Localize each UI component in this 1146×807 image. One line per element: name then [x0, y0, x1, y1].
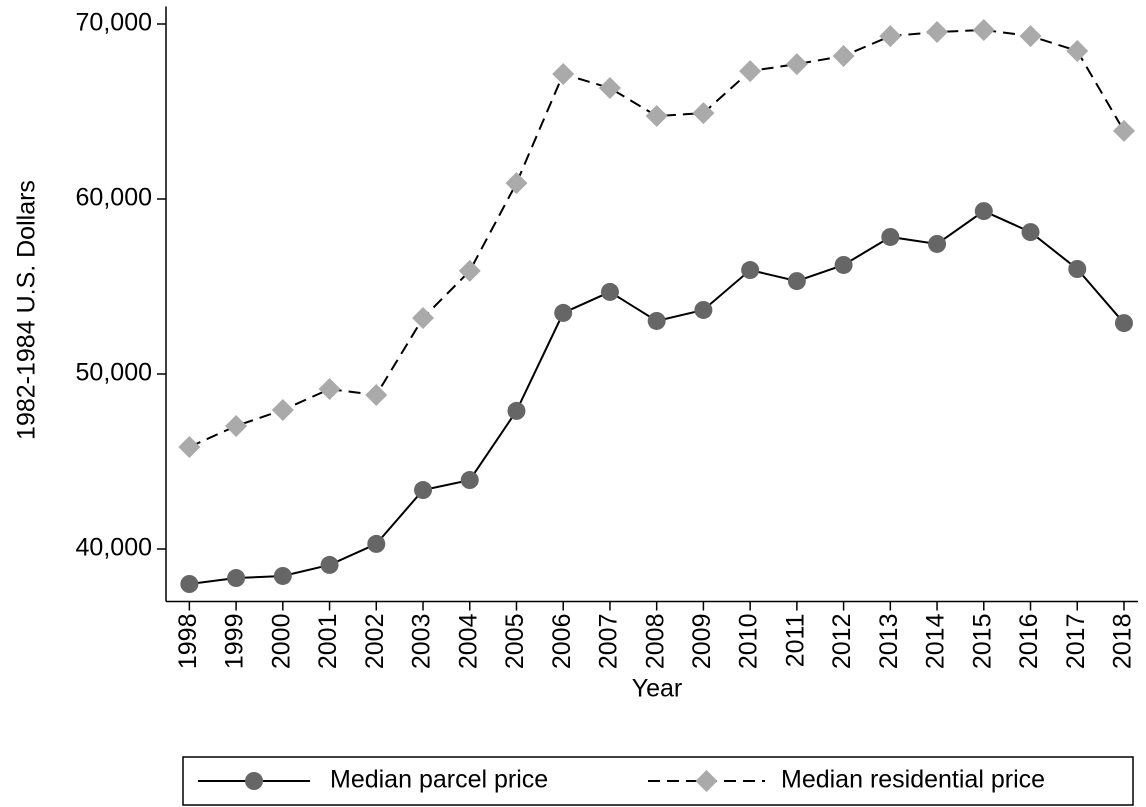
- data-point: [458, 259, 481, 282]
- x-tick-label: 1998: [174, 614, 202, 670]
- data-point: [692, 102, 715, 125]
- x-tick-label: 2009: [688, 614, 716, 670]
- x-tick-label: 2001: [314, 614, 342, 670]
- data-point: [412, 307, 435, 329]
- data-point: [1021, 223, 1040, 242]
- data-point: [694, 300, 713, 319]
- legend-box: [182, 756, 1134, 806]
- data-point: [227, 569, 246, 588]
- data-point: [739, 60, 762, 83]
- data-point: [180, 575, 199, 593]
- data-point: [879, 25, 902, 48]
- data-point: [741, 261, 760, 280]
- x-tick-label: 2014: [922, 613, 950, 669]
- data-point: [881, 227, 900, 246]
- x-tick-label: 2004: [454, 613, 482, 669]
- x-tick-label: 2005: [501, 614, 529, 670]
- y-tick-label: 60,000: [76, 184, 152, 212]
- data-point: [271, 399, 294, 422]
- legend-marker: [245, 772, 263, 790]
- data-point: [552, 63, 575, 86]
- legend-marker: [695, 770, 718, 792]
- data-point: [785, 53, 808, 76]
- data-point: [460, 471, 479, 490]
- data-point: [1114, 314, 1133, 333]
- data-point: [598, 77, 621, 100]
- x-tick-label: 2013: [875, 614, 903, 670]
- data-point: [647, 311, 666, 330]
- data-point: [318, 378, 341, 401]
- x-tick-label: 2007: [595, 614, 623, 670]
- data-point: [974, 202, 993, 221]
- data-point: [645, 105, 668, 128]
- data-point: [507, 401, 526, 420]
- data-point: [1068, 260, 1087, 278]
- y-tick-label: 70,000: [76, 9, 152, 37]
- x-tick-label: 2010: [735, 614, 763, 670]
- x-tick-label: 2011: [781, 614, 809, 668]
- data-point: [554, 303, 573, 322]
- data-point: [273, 566, 292, 585]
- data-point: [367, 534, 386, 553]
- data-point: [834, 255, 853, 274]
- data-point: [225, 414, 248, 437]
- x-tick-label: 2016: [1015, 614, 1043, 670]
- x-tick-label: 1999: [221, 614, 249, 670]
- data-point: [1112, 119, 1135, 142]
- data-point: [928, 234, 947, 253]
- data-point: [926, 21, 949, 44]
- legend-label: Median parcel price: [330, 766, 548, 794]
- y-axis-label: 1982-1984 U.S. Dollars: [13, 180, 41, 440]
- x-tick-label: 2012: [828, 614, 856, 670]
- data-point: [787, 272, 806, 291]
- data-point: [320, 555, 339, 574]
- x-tick-label: 2002: [361, 614, 389, 670]
- data-point: [832, 45, 855, 68]
- x-tick-label: 2008: [641, 614, 669, 670]
- legend-label: Median residential price: [781, 766, 1045, 794]
- y-tick-label: 50,000: [76, 359, 152, 387]
- x-tick-label: 2003: [408, 614, 436, 670]
- x-tick-label: 2000: [267, 614, 295, 670]
- x-tick-label: 2017: [1062, 614, 1090, 670]
- x-tick-label: 2015: [968, 614, 996, 670]
- x-axis-label: Year: [632, 675, 683, 703]
- data-point: [365, 384, 388, 406]
- data-point: [600, 282, 619, 301]
- data-point: [1019, 25, 1042, 48]
- x-tick-label: 2018: [1109, 614, 1137, 670]
- data-point: [414, 481, 433, 500]
- data-point: [972, 18, 995, 41]
- data-point: [1066, 39, 1089, 62]
- y-tick-label: 40,000: [76, 534, 152, 562]
- x-tick-label: 2006: [548, 614, 576, 670]
- data-point: [505, 172, 528, 195]
- data-point: [178, 435, 201, 458]
